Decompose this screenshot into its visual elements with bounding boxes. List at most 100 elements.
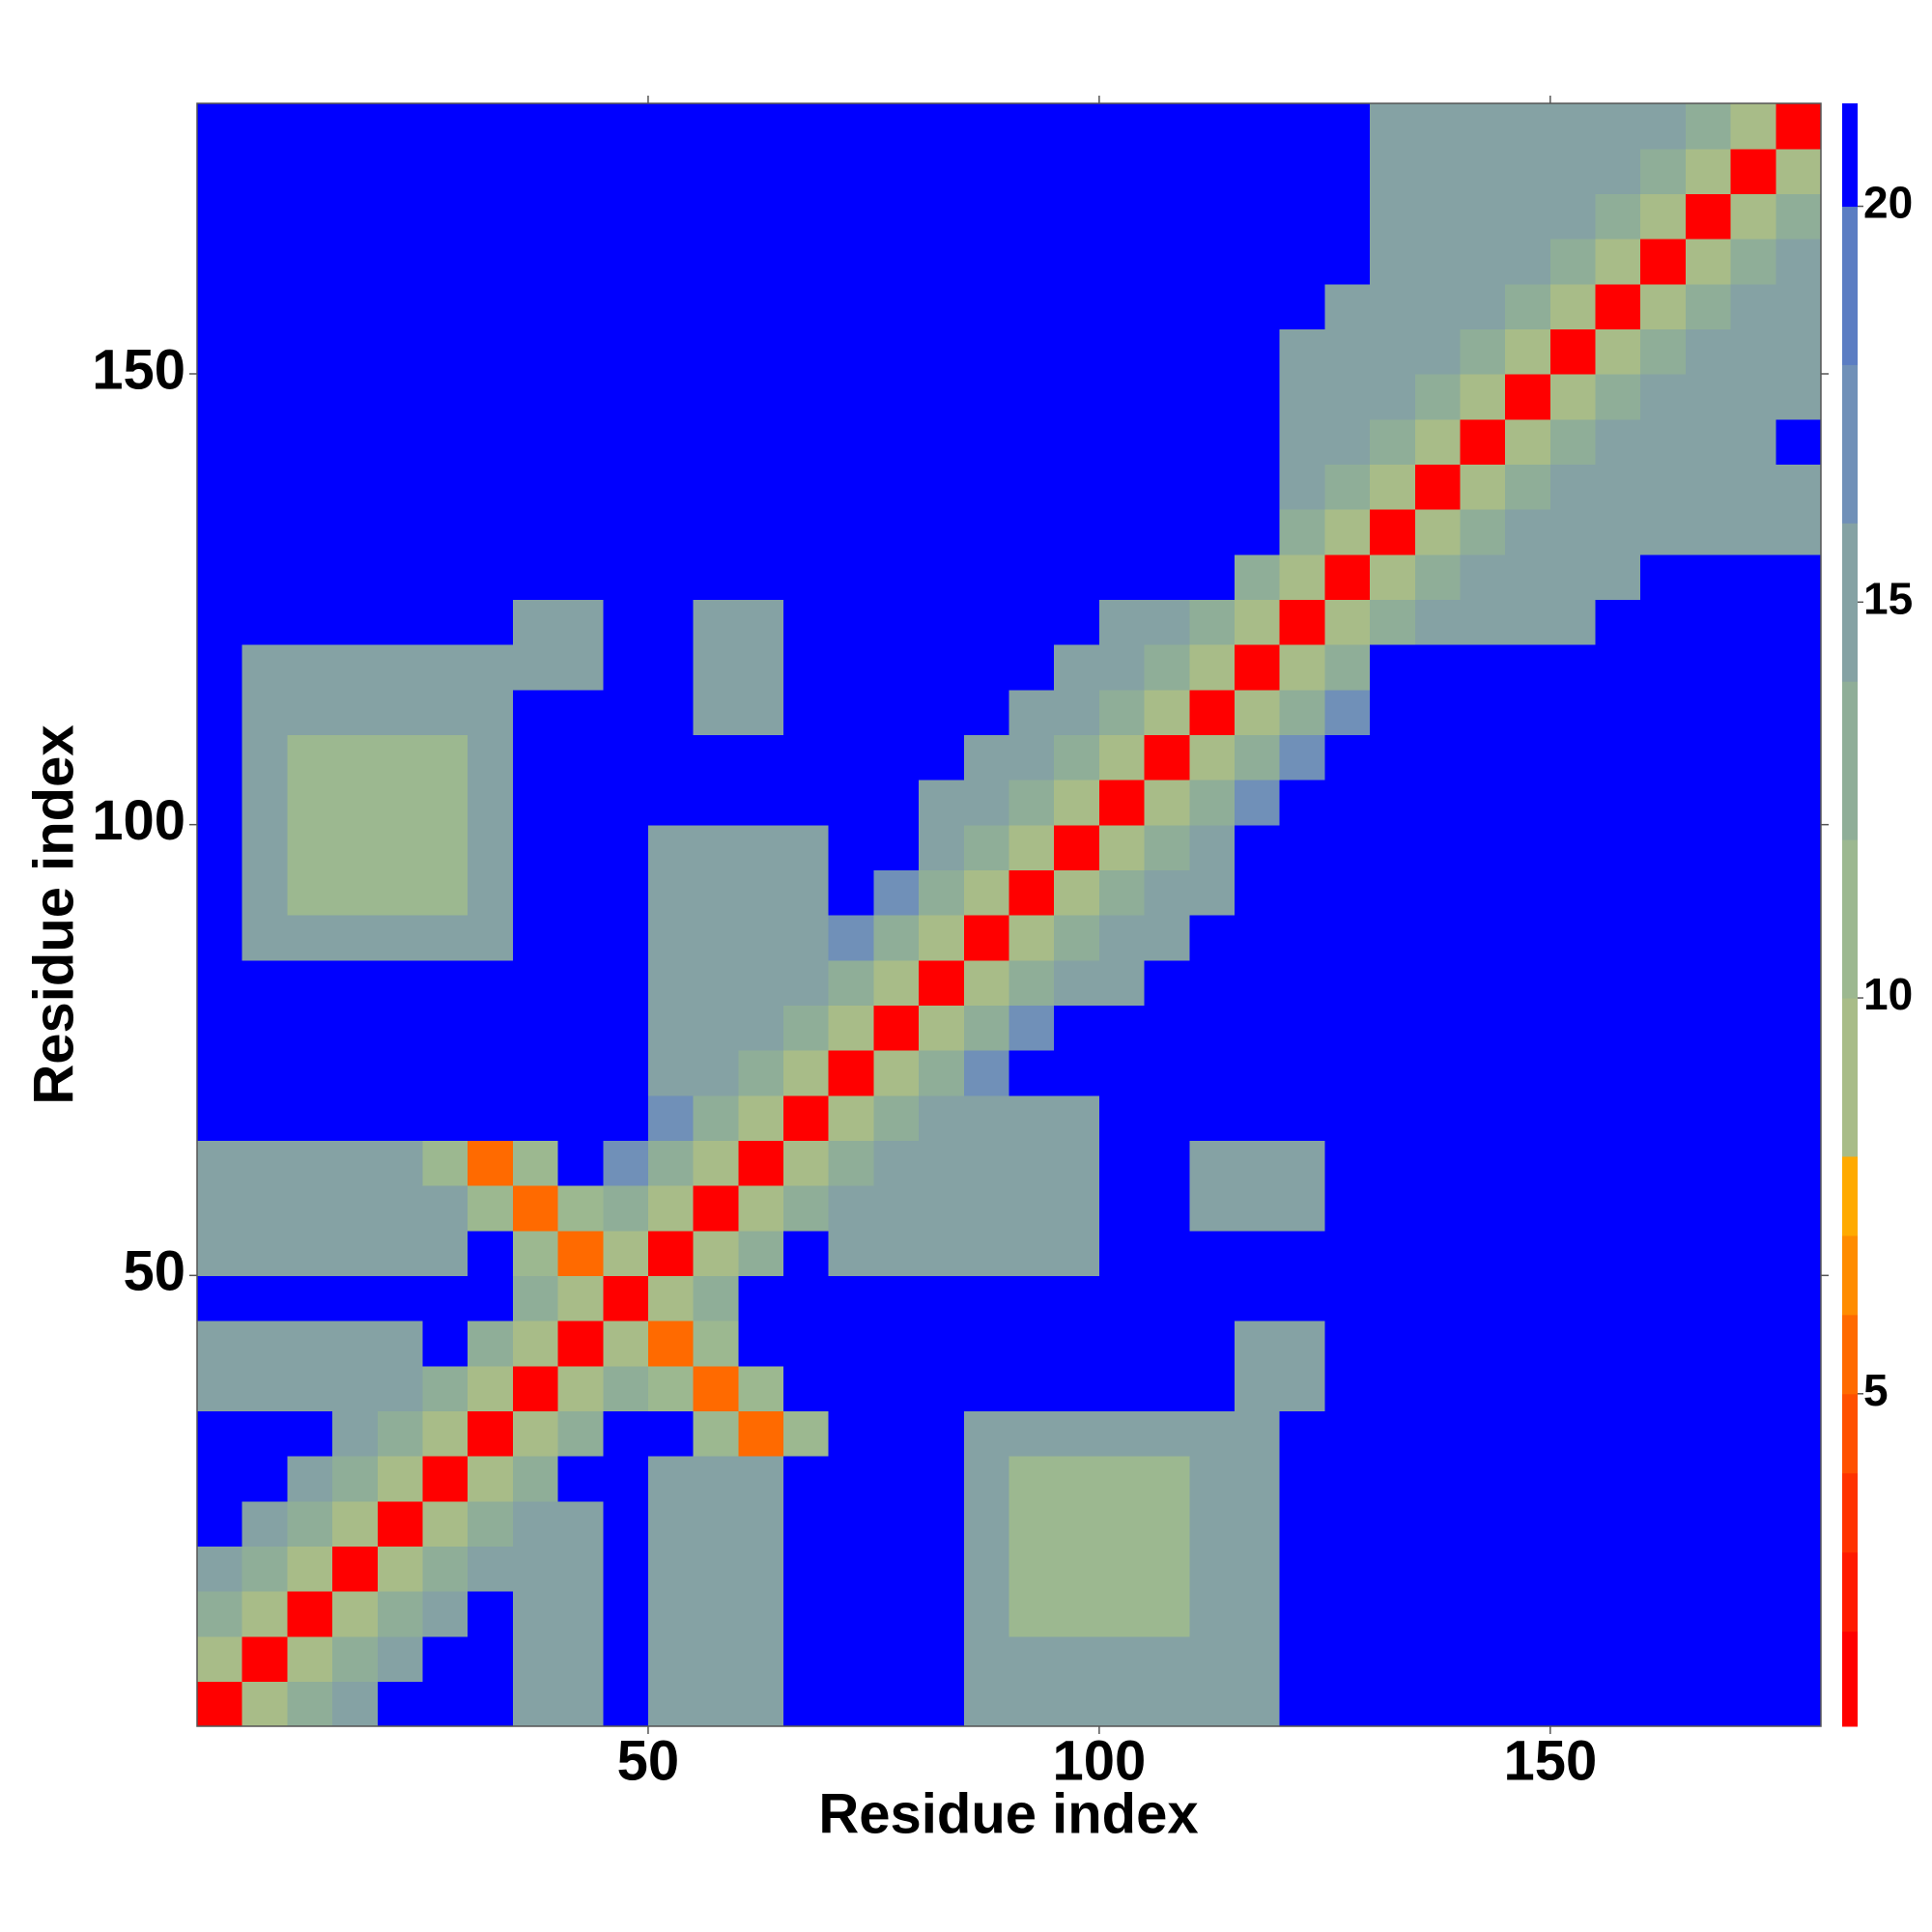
cell <box>828 1635 875 1682</box>
cell <box>1098 1230 1146 1276</box>
cell <box>873 328 920 375</box>
cell <box>242 554 288 600</box>
cell <box>738 1456 784 1502</box>
cell <box>468 644 514 691</box>
cell <box>242 599 288 645</box>
cell <box>1776 193 1822 240</box>
cell <box>783 1410 830 1457</box>
cell <box>963 328 1010 375</box>
cell <box>693 418 739 465</box>
cell <box>873 1230 920 1276</box>
cell <box>828 1005 875 1051</box>
cell <box>197 1681 243 1727</box>
cell <box>1414 1410 1462 1457</box>
cell <box>377 464 424 510</box>
cell <box>873 418 920 465</box>
cell <box>197 1591 243 1637</box>
cell <box>332 824 379 870</box>
cell <box>1370 1321 1416 1367</box>
cell <box>1054 689 1100 735</box>
cell <box>1685 1546 1732 1592</box>
cell <box>783 869 830 916</box>
cell <box>1324 869 1371 916</box>
cell <box>1776 780 1822 826</box>
cell <box>1505 1681 1551 1727</box>
cell <box>512 915 559 961</box>
y-tick-label: 150 <box>92 338 185 401</box>
cell <box>1054 193 1100 240</box>
cell <box>647 1005 695 1051</box>
cell <box>1685 1140 1732 1186</box>
cell <box>468 1365 514 1411</box>
cell <box>557 644 604 691</box>
cell <box>1685 689 1732 735</box>
cell <box>1414 193 1462 240</box>
cell <box>512 418 559 465</box>
cell <box>287 824 333 870</box>
cell <box>963 148 1010 194</box>
cell <box>377 1094 424 1141</box>
cell <box>693 148 739 194</box>
cell <box>963 1500 1010 1547</box>
cell <box>1776 1635 1822 1682</box>
cell <box>647 509 695 555</box>
cell <box>783 1275 830 1321</box>
cell <box>828 869 875 916</box>
cell <box>1054 509 1100 555</box>
cell <box>693 1681 739 1727</box>
cell <box>377 1321 424 1367</box>
cell <box>828 1094 875 1141</box>
cell <box>1370 148 1416 194</box>
cell <box>1414 328 1462 375</box>
cell <box>919 1275 965 1321</box>
cell <box>1009 239 1055 285</box>
cell <box>1776 689 1822 735</box>
cell <box>1505 1546 1551 1592</box>
cell <box>647 734 695 781</box>
cell <box>1324 959 1371 1006</box>
cell <box>1234 1275 1281 1321</box>
cell <box>647 554 695 600</box>
cell <box>1189 283 1236 329</box>
cell <box>557 1456 604 1502</box>
cell <box>242 780 288 826</box>
plot-frame <box>196 102 1822 1727</box>
cell <box>1144 1140 1190 1186</box>
cell <box>1549 1321 1597 1367</box>
cell <box>1054 915 1100 961</box>
cell <box>1685 1500 1732 1547</box>
cell <box>873 1591 920 1637</box>
cell <box>1730 239 1776 285</box>
cell <box>1234 869 1281 916</box>
cell <box>1685 418 1732 465</box>
cell <box>422 1050 469 1096</box>
cell <box>1414 1635 1462 1682</box>
cell <box>1414 1591 1462 1637</box>
cell <box>1234 1230 1281 1276</box>
cell <box>963 915 1010 961</box>
cell <box>1460 1635 1506 1682</box>
cell <box>1595 869 1641 916</box>
cell <box>1054 1456 1100 1502</box>
cell <box>693 283 739 329</box>
cell <box>377 1185 424 1232</box>
cell <box>1054 959 1100 1006</box>
cell <box>1054 644 1100 691</box>
cell <box>1144 1500 1190 1547</box>
cell <box>557 464 604 510</box>
cell <box>1009 1140 1055 1186</box>
cell <box>332 554 379 600</box>
cell <box>919 1005 965 1051</box>
cell <box>242 644 288 691</box>
cell <box>287 509 333 555</box>
cell <box>1144 418 1190 465</box>
cell <box>603 1275 649 1321</box>
cell <box>332 239 379 285</box>
cell <box>873 599 920 645</box>
cell <box>738 1410 784 1457</box>
cell <box>377 1050 424 1096</box>
cell <box>242 1321 288 1367</box>
cell <box>1054 464 1100 510</box>
cell <box>1144 509 1190 555</box>
